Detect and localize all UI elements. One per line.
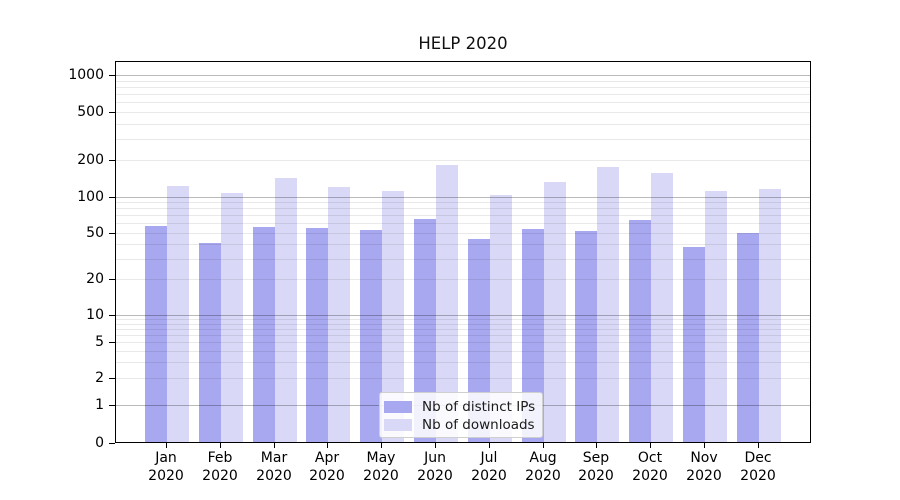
bar-ips-oct (629, 220, 651, 442)
y-tick-label-200: 200 (77, 152, 104, 168)
y-tick-label-5: 5 (95, 334, 104, 350)
y-tick-label-100: 100 (77, 189, 104, 205)
bar-downloads-apr (328, 187, 350, 442)
y-tick-mark (109, 197, 115, 198)
x-tick-mark (596, 443, 597, 448)
bar-ips-may (360, 230, 382, 442)
bar-downloads-dec (759, 189, 781, 442)
y-tick-label-10: 10 (86, 307, 104, 323)
y-tick-mark (109, 315, 115, 316)
x-tick-label-feb: Feb 2020 (202, 450, 238, 484)
x-tick-mark (220, 443, 221, 448)
y-tick-mark (109, 443, 115, 444)
y-tick-label-0: 0 (95, 435, 104, 451)
bars-layer (116, 62, 810, 442)
bar-downloads-may (382, 191, 404, 442)
x-tick-label-apr: Apr 2020 (309, 450, 345, 484)
y-tick-mark (109, 405, 115, 406)
legend-swatch-downloads-icon (384, 419, 412, 431)
bar-ips-dec (737, 233, 759, 442)
y-tick-mark (109, 233, 115, 234)
x-tick-mark (489, 443, 490, 448)
x-tick-mark (381, 443, 382, 448)
x-tick-mark (166, 443, 167, 448)
x-tick-mark (704, 443, 705, 448)
x-tick-label-aug: Aug 2020 (525, 450, 561, 484)
x-tick-mark (650, 443, 651, 448)
y-tick-mark (109, 378, 115, 379)
bar-ips-nov (683, 247, 705, 442)
x-tick-mark (327, 443, 328, 448)
bar-downloads-jun (436, 165, 458, 442)
x-tick-mark (758, 443, 759, 448)
x-tick-mark (274, 443, 275, 448)
y-tick-label-1000: 1000 (68, 67, 104, 83)
x-tick-label-may: May 2020 (363, 450, 399, 484)
legend-row-downloads: Nb of downloads (384, 416, 542, 434)
x-tick-mark (543, 443, 544, 448)
bar-downloads-nov (705, 191, 727, 442)
y-tick-label-2: 2 (95, 370, 104, 386)
chart-title: HELP 2020 (418, 34, 508, 53)
y-tick-label-20: 20 (86, 271, 104, 287)
y-tick-mark (109, 160, 115, 161)
plot-area (115, 61, 811, 443)
x-tick-label-nov: Nov 2020 (686, 450, 722, 484)
x-tick-label-jul: Jul 2020 (471, 450, 507, 484)
bar-downloads-mar (275, 178, 297, 442)
bar-ips-apr (306, 228, 328, 442)
bar-downloads-jan (167, 186, 189, 442)
x-tick-label-mar: Mar 2020 (256, 450, 292, 484)
legend: Nb of distinct IPs Nb of downloads (379, 392, 543, 438)
y-tick-mark (109, 279, 115, 280)
bar-ips-jul (468, 239, 490, 442)
x-tick-label-oct: Oct 2020 (632, 450, 668, 484)
bar-downloads-feb (221, 193, 243, 442)
y-tick-label-50: 50 (86, 225, 104, 241)
bar-ips-mar (253, 227, 275, 442)
y-tick-mark (109, 75, 115, 76)
legend-label-distinct-ips: Nb of distinct IPs (422, 399, 536, 415)
x-tick-mark (435, 443, 436, 448)
y-tick-mark (109, 342, 115, 343)
bar-downloads-aug (544, 182, 566, 442)
bar-ips-jan (145, 226, 167, 442)
x-tick-label-dec: Dec 2020 (740, 450, 776, 484)
bar-ips-aug (522, 229, 544, 442)
y-tick-label-1: 1 (95, 397, 104, 413)
legend-label-downloads: Nb of downloads (422, 417, 535, 433)
bar-downloads-oct (651, 173, 673, 442)
bar-downloads-jul (490, 195, 512, 442)
bar-ips-sep (575, 231, 597, 442)
legend-row-distinct-ips: Nb of distinct IPs (384, 398, 542, 416)
x-tick-label-jun: Jun 2020 (417, 450, 453, 484)
bar-ips-jun (414, 219, 436, 442)
bar-ips-feb (199, 243, 221, 442)
legend-swatch-distinct-ips-icon (384, 401, 412, 413)
y-tick-label-500: 500 (77, 104, 104, 120)
x-tick-label-jan: Jan 2020 (148, 450, 184, 484)
y-tick-mark (109, 112, 115, 113)
x-tick-label-sep: Sep 2020 (578, 450, 614, 484)
bar-downloads-sep (597, 167, 619, 442)
